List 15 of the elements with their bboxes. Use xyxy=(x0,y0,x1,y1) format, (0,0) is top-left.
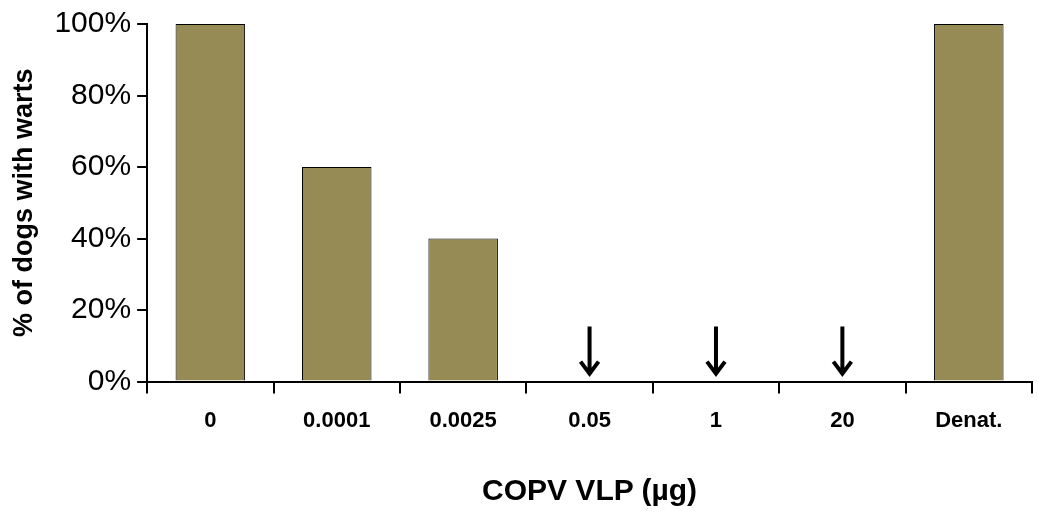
x-tick-label: Denat. xyxy=(935,406,1003,432)
y-tick-label: 80% xyxy=(71,76,132,110)
x-axis-title: COPV VLP (µg) xyxy=(482,473,698,507)
x-tick-label: 20 xyxy=(830,406,855,432)
y-tick-label: 40% xyxy=(71,219,132,253)
x-tick-label: 0 xyxy=(204,406,217,432)
y-tick-label: 100% xyxy=(54,5,132,39)
y-tick-label: 20% xyxy=(71,291,132,325)
y-axis-title: % of dogs with warts xyxy=(7,68,38,338)
x-tick-label: 0.0001 xyxy=(303,406,371,432)
x-tick-label: 1 xyxy=(709,406,723,432)
x-tick-label: 0.05 xyxy=(568,406,611,432)
y-tick-label: 0% xyxy=(87,362,132,396)
y-tick-label: 60% xyxy=(71,148,132,182)
x-tick-label: 0.0025 xyxy=(429,406,497,432)
